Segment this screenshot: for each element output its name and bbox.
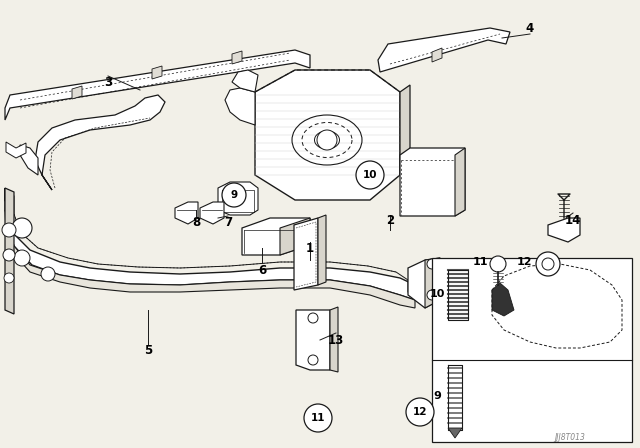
Circle shape <box>542 258 554 270</box>
Circle shape <box>427 290 437 300</box>
Polygon shape <box>175 202 198 224</box>
Circle shape <box>308 313 318 323</box>
Polygon shape <box>72 86 82 99</box>
Circle shape <box>356 161 384 189</box>
Polygon shape <box>5 188 14 314</box>
Text: 5: 5 <box>144 344 152 357</box>
Circle shape <box>41 267 55 281</box>
Polygon shape <box>280 218 310 255</box>
Text: 4: 4 <box>526 22 534 34</box>
Polygon shape <box>455 148 465 216</box>
Circle shape <box>490 256 506 272</box>
Polygon shape <box>448 428 462 438</box>
Polygon shape <box>330 307 338 372</box>
Polygon shape <box>432 258 632 442</box>
Circle shape <box>317 130 337 150</box>
Polygon shape <box>548 218 580 242</box>
Text: 11: 11 <box>311 413 325 423</box>
Text: 14: 14 <box>565 214 581 227</box>
Polygon shape <box>6 142 26 158</box>
Polygon shape <box>5 210 415 308</box>
Polygon shape <box>35 95 165 190</box>
Text: 1: 1 <box>306 241 314 254</box>
Polygon shape <box>5 188 418 300</box>
Polygon shape <box>5 50 310 120</box>
Polygon shape <box>232 51 242 64</box>
Text: 3: 3 <box>104 76 112 89</box>
Text: 2: 2 <box>386 214 394 227</box>
Polygon shape <box>242 218 310 255</box>
Polygon shape <box>378 28 510 72</box>
Text: 11: 11 <box>472 257 488 267</box>
Polygon shape <box>20 145 38 175</box>
Circle shape <box>222 183 246 207</box>
Polygon shape <box>400 148 465 216</box>
Circle shape <box>14 250 30 266</box>
Polygon shape <box>152 66 162 79</box>
Text: 6: 6 <box>258 263 266 276</box>
Polygon shape <box>492 283 514 316</box>
Text: 10: 10 <box>363 170 377 180</box>
Polygon shape <box>400 85 410 182</box>
Text: 8: 8 <box>192 215 200 228</box>
Circle shape <box>536 252 560 276</box>
Text: 13: 13 <box>328 333 344 346</box>
Polygon shape <box>294 218 318 290</box>
Polygon shape <box>425 258 440 308</box>
Polygon shape <box>218 182 258 215</box>
Text: 7: 7 <box>224 215 232 228</box>
Polygon shape <box>408 258 440 308</box>
Polygon shape <box>318 215 326 285</box>
Circle shape <box>3 249 15 261</box>
Text: 10: 10 <box>429 289 445 299</box>
Text: 9: 9 <box>433 391 441 401</box>
Polygon shape <box>296 310 330 370</box>
Polygon shape <box>225 88 255 125</box>
Text: 9: 9 <box>230 190 237 200</box>
Text: 12: 12 <box>413 407 428 417</box>
Circle shape <box>304 404 332 432</box>
Circle shape <box>2 223 16 237</box>
Text: 12: 12 <box>516 257 532 267</box>
Circle shape <box>406 398 434 426</box>
Polygon shape <box>432 48 442 62</box>
Circle shape <box>427 259 437 269</box>
Polygon shape <box>232 70 258 92</box>
Text: JJJ8T013: JJJ8T013 <box>555 434 586 443</box>
Polygon shape <box>200 202 224 224</box>
Circle shape <box>308 355 318 365</box>
Circle shape <box>4 273 14 283</box>
Circle shape <box>12 218 32 238</box>
Polygon shape <box>255 70 400 200</box>
